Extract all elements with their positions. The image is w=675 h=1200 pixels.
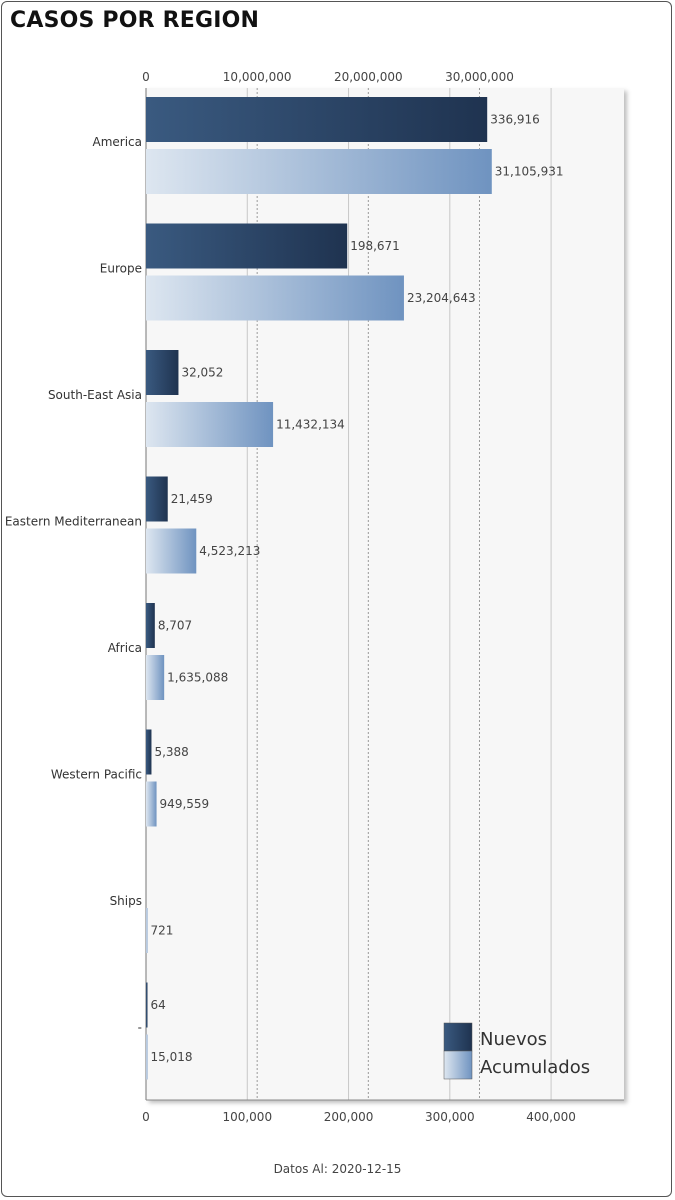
category-label: Eastern Mediterranean [5, 515, 142, 529]
category-label: America [93, 135, 143, 149]
top-tick-label: 10,000,000 [223, 70, 292, 84]
data-label-acumulados: 721 [151, 924, 174, 938]
bar-nuevos [146, 223, 348, 269]
bar-acumulados [146, 908, 148, 953]
legend-swatch-acumulados [443, 1050, 473, 1080]
bar-acumulados [146, 275, 404, 321]
data-label-nuevos: 198,671 [350, 239, 400, 253]
bottom-tick-label: 400,000 [526, 1110, 576, 1124]
category-label: Europe [100, 262, 142, 276]
bar-nuevos [146, 982, 148, 1028]
bar-nuevos [146, 97, 488, 142]
bar-nuevos [146, 476, 168, 522]
footer-date: Datos Al: 2020-12-15 [0, 1162, 675, 1176]
data-label-acumulados: 23,204,643 [407, 291, 476, 305]
data-label-nuevos: 336,916 [490, 113, 540, 127]
chart-title: CASOS POR REGION [10, 8, 260, 33]
top-tick-label: 0 [142, 70, 150, 84]
bar-nuevos [146, 729, 152, 775]
bar-acumulados [146, 149, 492, 194]
bar-acumulados [146, 781, 157, 827]
category-label: South-East Asia [48, 388, 142, 402]
bar-acumulados [146, 1034, 148, 1080]
footer-label: Datos Al: [273, 1162, 328, 1176]
bottom-tick-label: 200,000 [324, 1110, 374, 1124]
data-label-nuevos: 32,052 [181, 366, 223, 380]
data-label-acumulados: 4,523,213 [199, 544, 260, 558]
legend-swatch-nuevos [443, 1022, 473, 1052]
data-label-nuevos: 8,707 [158, 619, 192, 633]
data-label-acumulados: 31,105,931 [495, 165, 564, 179]
category-label: Africa [108, 641, 142, 655]
bottom-tick-label: 100,000 [222, 1110, 272, 1124]
category-label: Ships [110, 894, 142, 908]
top-tick-label: 30,000,000 [445, 70, 514, 84]
data-label-nuevos: 21,459 [171, 492, 213, 506]
data-label-acumulados: 15,018 [151, 1050, 193, 1064]
top-tick-label: 20,000,000 [334, 70, 403, 84]
footer-date-value: 2020-12-15 [331, 1162, 402, 1176]
data-label-nuevos: 64 [151, 998, 166, 1012]
data-label-nuevos: 5,388 [154, 745, 188, 759]
bottom-tick-label: 300,000 [425, 1110, 475, 1124]
category-label: - [138, 1021, 142, 1035]
data-label-acumulados: 949,559 [160, 797, 210, 811]
data-label-acumulados: 11,432,134 [276, 418, 345, 432]
bar-nuevos [146, 350, 179, 395]
bar-acumulados [146, 402, 274, 447]
bar-nuevos [146, 603, 155, 648]
bar-acumulados [146, 528, 197, 574]
legend-label-nuevos: Nuevos [480, 1029, 547, 1050]
bottom-tick-label: 0 [142, 1110, 150, 1124]
category-label: Western Pacific [51, 768, 142, 782]
legend-label-acumulados: Acumulados [480, 1057, 590, 1078]
bar-acumulados [146, 655, 165, 700]
data-label-acumulados: 1,635,088 [167, 671, 228, 685]
